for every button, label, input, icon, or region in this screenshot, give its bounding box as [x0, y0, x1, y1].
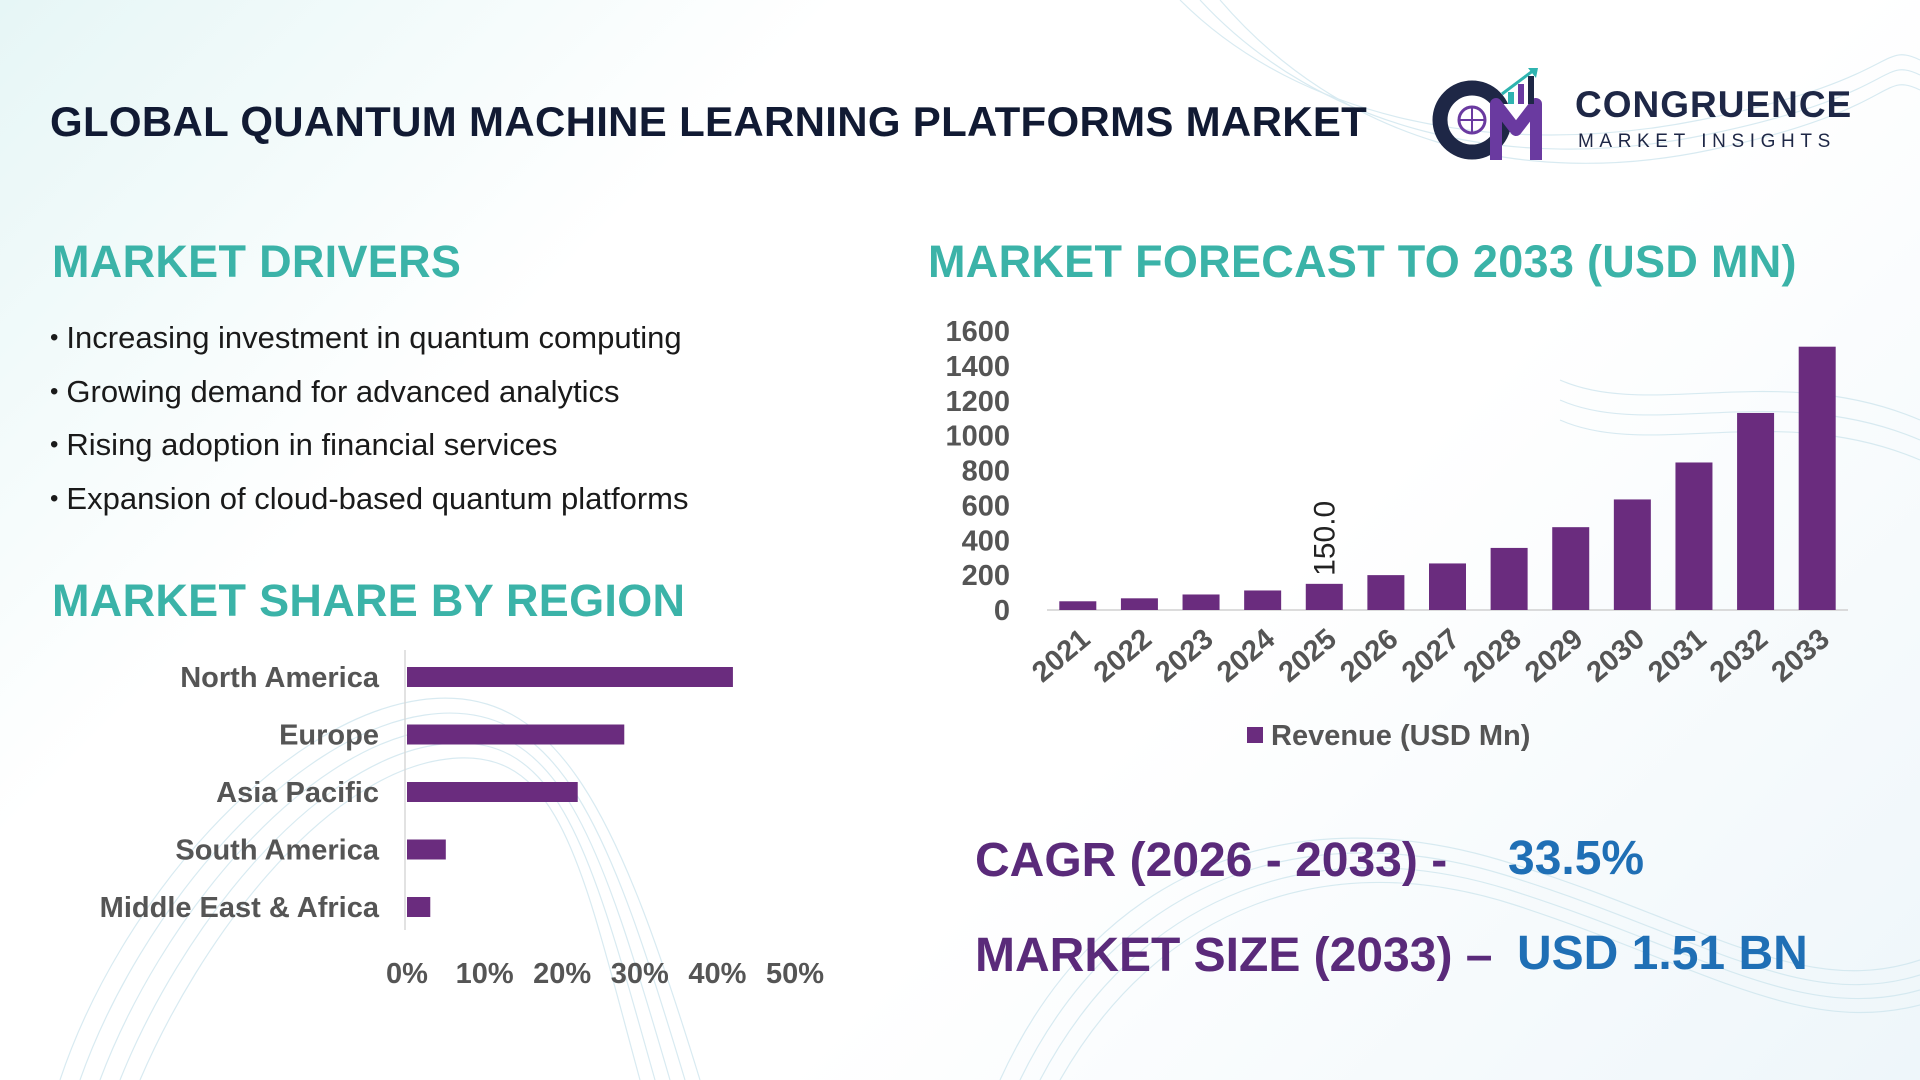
driver-item: • Growing demand for advanced analytics [50, 374, 689, 428]
driver-text: Growing demand for advanced analytics [66, 373, 620, 409]
drivers-list: • Increasing investment in quantum comput… [50, 320, 689, 534]
driver-text: Rising adoption in financial services [66, 427, 558, 462]
driver-text: Increasing investment in quantum computi… [66, 320, 682, 355]
drivers-heading: MARKET DRIVERS [52, 236, 462, 287]
bullet-icon: • [50, 324, 59, 351]
page-title: GLOBAL QUANTUM MACHINE LEARNING PLATFORM… [50, 98, 1368, 145]
logo-mark-icon [1432, 68, 1542, 160]
cagr-value: 33.5% [1508, 832, 1645, 885]
driver-item: • Increasing investment in quantum comput… [50, 320, 689, 374]
bullet-icon: • [50, 431, 59, 458]
market-size-value: USD 1.51 BN [1517, 927, 1808, 980]
region-heading: MARKET SHARE BY REGION [52, 575, 686, 626]
cagr-label: CAGR (2026 - 2033) - [975, 834, 1448, 887]
logo-subtitle: MARKET INSIGHTS [1578, 131, 1836, 152]
logo-name: CONGRUENCE [1575, 84, 1853, 125]
forecast-heading: MARKET FORECAST TO 2033 (USD MN) [928, 236, 1797, 287]
driver-item: • Expansion of cloud-based quantum platfo… [50, 481, 689, 535]
company-logo: CONGRUENCE MARKET INSIGHTS [1430, 64, 1900, 164]
driver-text: Expansion of cloud-based quantum platfor… [66, 480, 689, 516]
bullet-icon: • [50, 377, 59, 405]
market-size-label: MARKET SIZE (2033) – [975, 929, 1493, 982]
bullet-icon: • [50, 484, 59, 512]
driver-item: • Rising adoption in financial services [50, 427, 689, 481]
